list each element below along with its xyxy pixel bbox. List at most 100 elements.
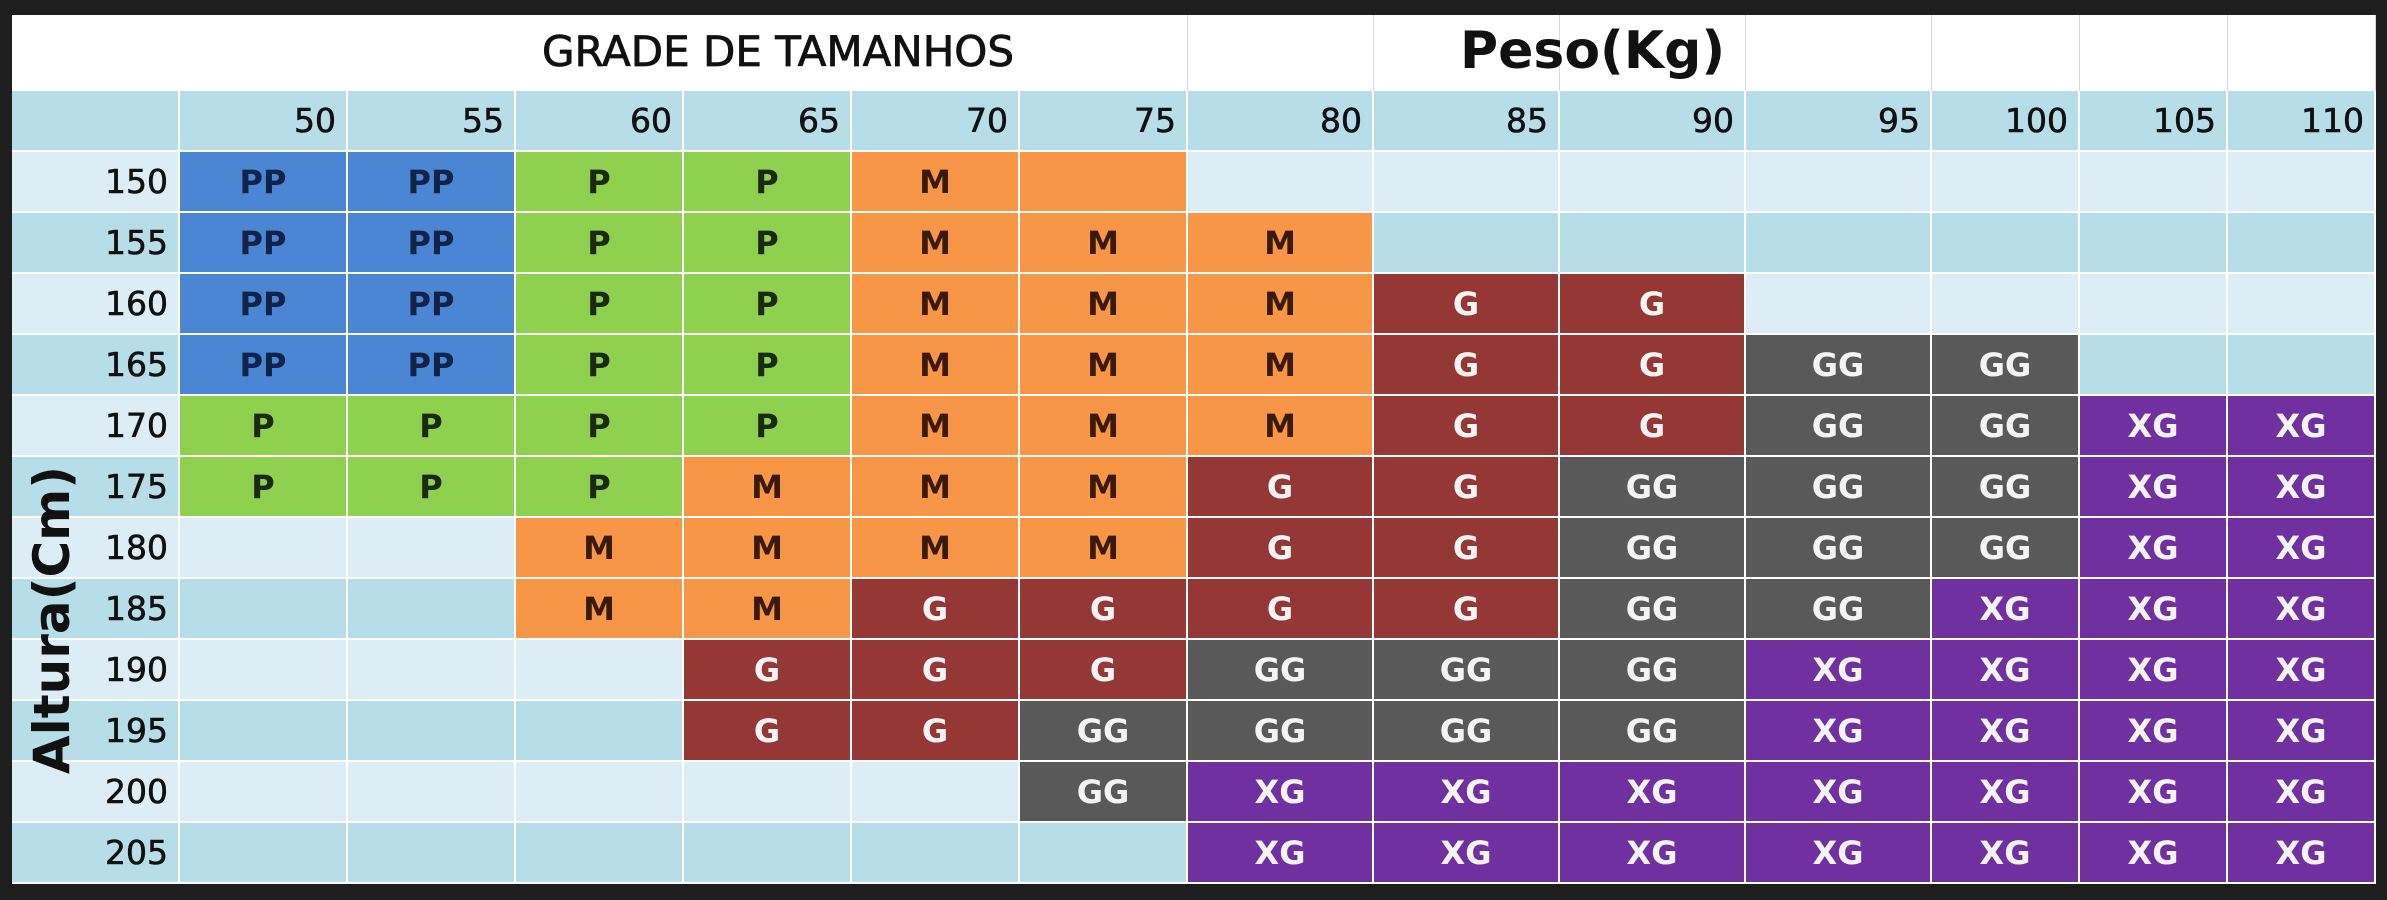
size-cell: G: [852, 579, 1020, 640]
size-cell: PP: [348, 213, 516, 274]
size-cell: XG: [2228, 823, 2376, 884]
size-cell: G: [852, 640, 1020, 701]
size-cell: XG: [2080, 457, 2228, 518]
size-cell: XG: [1932, 579, 2080, 640]
size-cell: G: [1560, 274, 1746, 335]
size-cell: G: [1020, 579, 1188, 640]
size-cell: GG: [1932, 335, 2080, 396]
weight-header: 60: [516, 91, 684, 152]
size-cell: M: [684, 518, 852, 579]
size-cell: PP: [180, 274, 348, 335]
size-cell: GG: [1560, 457, 1746, 518]
size-cell: GG: [1932, 518, 2080, 579]
size-cell: [852, 823, 1020, 884]
size-cell: GG: [1746, 335, 1932, 396]
weight-header: 75: [1020, 91, 1188, 152]
height-header: 205: [12, 823, 180, 884]
height-header: 150: [12, 152, 180, 213]
height-label: Altura(Cm): [23, 465, 81, 775]
size-cell: P: [348, 457, 516, 518]
weight-header: 65: [684, 91, 852, 152]
size-cell: [180, 701, 348, 762]
size-cell: [348, 823, 516, 884]
height-header: 200: [12, 762, 180, 823]
size-cell: [2080, 274, 2228, 335]
weight-header: 110: [2228, 91, 2376, 152]
size-cell: P: [684, 213, 852, 274]
height-header: 195: [12, 701, 180, 762]
height-header: 155: [12, 213, 180, 274]
size-cell: GG: [1374, 701, 1560, 762]
size-cell: GG: [1374, 640, 1560, 701]
size-cell: P: [516, 396, 684, 457]
size-cell: [348, 518, 516, 579]
size-cell: P: [348, 396, 516, 457]
size-cell: GG: [1560, 579, 1746, 640]
title-cell: [2080, 15, 2228, 91]
size-cell: [1746, 152, 1932, 213]
size-cell: [1746, 213, 1932, 274]
size-cell: P: [684, 396, 852, 457]
size-cell: [2228, 274, 2376, 335]
size-cell: M: [1188, 335, 1374, 396]
size-cell: [1560, 152, 1746, 213]
size-cell: PP: [348, 335, 516, 396]
size-cell: XG: [1746, 823, 1932, 884]
size-cell: PP: [180, 213, 348, 274]
size-cell: XG: [1374, 762, 1560, 823]
size-cell: [348, 640, 516, 701]
size-cell: XG: [2080, 640, 2228, 701]
size-cell: M: [852, 274, 1020, 335]
size-cell: M: [684, 457, 852, 518]
size-cell: XG: [1932, 701, 2080, 762]
size-cell: M: [1020, 213, 1188, 274]
size-cell: M: [852, 213, 1020, 274]
size-cell: [180, 518, 348, 579]
size-cell: GG: [1020, 762, 1188, 823]
size-cell: [180, 640, 348, 701]
size-cell: G: [1560, 396, 1746, 457]
weight-header: 80: [1188, 91, 1374, 152]
size-cell: [1020, 152, 1188, 213]
size-cell: M: [1020, 335, 1188, 396]
size-cell: M: [1020, 274, 1188, 335]
size-cell: M: [516, 579, 684, 640]
height-header: 180: [12, 518, 180, 579]
size-cell: GG: [1746, 457, 1932, 518]
size-cell: XG: [2228, 579, 2376, 640]
size-cell: [852, 762, 1020, 823]
size-cell: [2228, 213, 2376, 274]
weight-label: Peso(Kg): [1460, 21, 1726, 81]
title: GRADE DE TAMANHOS: [542, 27, 1015, 77]
weight-header: 100: [1932, 91, 2080, 152]
size-cell: GG: [1560, 640, 1746, 701]
size-cell: GG: [1932, 457, 2080, 518]
size-cell: G: [1188, 457, 1374, 518]
size-cell: XG: [1932, 823, 2080, 884]
size-cell: G: [1374, 335, 1560, 396]
size-cell: XG: [1932, 762, 2080, 823]
weight-header: 50: [180, 91, 348, 152]
height-header: 160: [12, 274, 180, 335]
weight-header: 95: [1746, 91, 1932, 152]
size-cell: PP: [180, 335, 348, 396]
title-cell: [1560, 15, 1746, 91]
size-cell: XG: [1746, 701, 1932, 762]
size-cell: XG: [1374, 823, 1560, 884]
size-cell: XG: [2080, 701, 2228, 762]
height-header: 165: [12, 335, 180, 396]
size-cell: GG: [1020, 701, 1188, 762]
size-cell: [348, 762, 516, 823]
size-cell: [1188, 152, 1374, 213]
size-cell: M: [852, 335, 1020, 396]
title-cell: [1374, 15, 1560, 91]
size-cell: M: [852, 152, 1020, 213]
size-cell: [180, 579, 348, 640]
weight-header: 70: [852, 91, 1020, 152]
size-cell: [1932, 152, 2080, 213]
weight-header: 55: [348, 91, 516, 152]
size-cell: M: [684, 579, 852, 640]
size-cell: P: [516, 457, 684, 518]
size-cell: [684, 823, 852, 884]
size-cell: M: [1020, 396, 1188, 457]
